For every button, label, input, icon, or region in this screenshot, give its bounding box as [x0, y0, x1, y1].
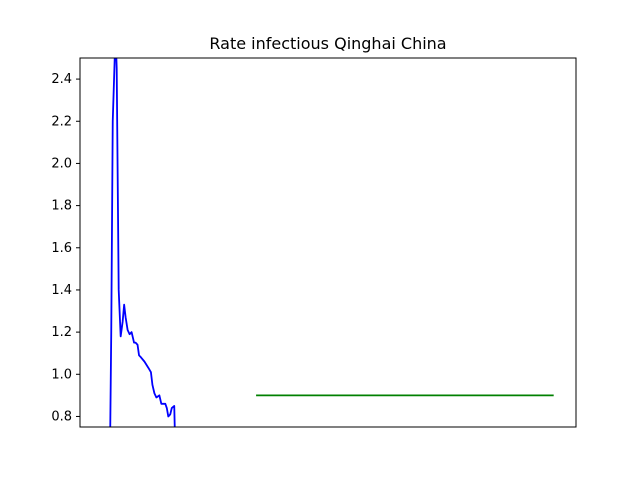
y-tick-label-4: 1.6 [51, 241, 72, 256]
y-tick-label-5: 1.8 [51, 199, 72, 214]
y-tick-label-1: 1.0 [51, 367, 72, 382]
y-tick-label-7: 2.2 [51, 114, 72, 129]
y-tick-label-6: 2.0 [51, 156, 72, 171]
y-tick-label-8: 2.4 [51, 72, 72, 87]
series-line-1 [109, 58, 176, 427]
y-tick-label-2: 1.2 [51, 325, 72, 340]
plot-area: 0.8 1.0 1.2 1.4 1.6 1.8 2.0 2.2 2.4 [51, 57, 577, 428]
y-tick-label-3: 1.4 [51, 283, 72, 298]
chart-title: Rate infectious Qinghai China [209, 34, 446, 53]
y-tick-label-0: 0.8 [51, 409, 72, 424]
plot-frame [79, 57, 577, 428]
